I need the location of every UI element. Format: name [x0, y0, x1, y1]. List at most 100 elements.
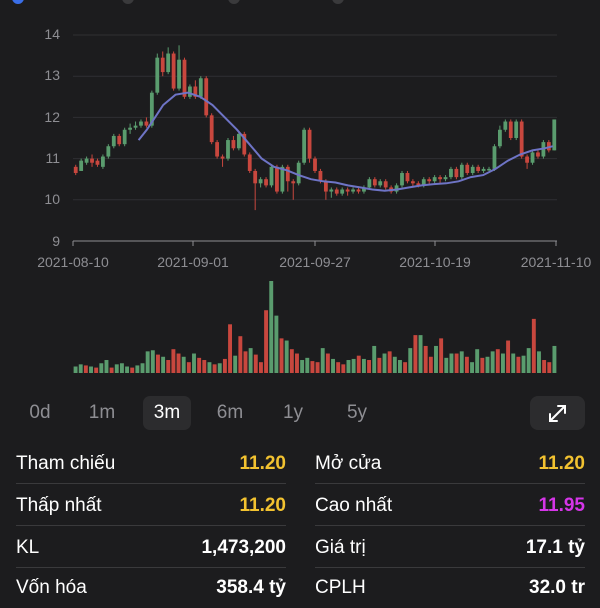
candle-body	[497, 129, 502, 147]
volume-bar	[495, 349, 500, 373]
stat-cao-nhat: Cao nhất 11.95	[315, 486, 585, 526]
volume-bar	[233, 355, 238, 373]
candle-body	[362, 187, 366, 192]
volume-bar	[130, 367, 135, 373]
candle-body	[552, 119, 557, 151]
volume-bar	[305, 357, 310, 373]
candle-body	[84, 158, 89, 163]
volume-bar	[228, 324, 232, 373]
range-1y-button[interactable]: 1y	[282, 402, 304, 423]
volume-bar	[176, 353, 181, 373]
candle-body	[367, 179, 372, 188]
volume-bar	[171, 349, 176, 373]
candle-body	[291, 181, 296, 184]
candle-body	[101, 156, 105, 167]
divider	[16, 567, 286, 568]
volume-bar	[459, 351, 464, 373]
candle-body	[73, 166, 78, 174]
volume-bar	[418, 335, 423, 373]
candle-body	[111, 135, 116, 147]
stat-value: 32.0 tr	[529, 577, 585, 598]
range-5y-button[interactable]: 5y	[346, 402, 368, 423]
volume-bar	[274, 315, 279, 373]
candle-body	[536, 152, 540, 157]
stat-mo-cua: Mở cửa 11.20	[315, 444, 585, 484]
candle-body	[356, 189, 361, 192]
volume-bar	[192, 353, 196, 373]
candle-body	[209, 115, 214, 143]
volume-bar	[387, 351, 392, 373]
stat-value: 1,473,200	[201, 537, 286, 558]
volume-bar	[135, 365, 140, 373]
tab-dot[interactable]	[122, 0, 134, 4]
tab-dot[interactable]	[12, 0, 24, 4]
stat-label: CPLH	[315, 577, 366, 598]
x-tick-label: 2021-09-01	[157, 254, 229, 270]
candle-body	[220, 156, 225, 159]
volume-bar	[83, 365, 88, 373]
candle-body	[378, 181, 383, 186]
tab-dot[interactable]	[228, 0, 240, 4]
candle-body	[160, 57, 165, 73]
candle-body	[470, 166, 475, 174]
volume-bar	[552, 345, 557, 373]
stat-label: Vốn hóa	[16, 577, 87, 598]
range-0d-button[interactable]: 0d	[29, 402, 51, 423]
candle-body	[329, 189, 334, 192]
volume-bar	[207, 362, 212, 373]
range-3m-button[interactable]: 3m	[143, 396, 191, 430]
volume-bar	[506, 340, 511, 373]
volume-bar	[104, 360, 109, 373]
candle-body	[400, 173, 404, 186]
x-tick-label: 2021-10-19	[399, 254, 471, 270]
volume-bar	[531, 318, 536, 373]
stat-value: 11.20	[239, 495, 287, 516]
candle-body	[405, 173, 410, 182]
candle-body	[443, 177, 448, 180]
candle-body	[204, 78, 209, 116]
volume-bar	[109, 367, 114, 373]
volume-bar	[377, 357, 382, 373]
stat-label: Tham chiếu	[16, 453, 116, 474]
expand-chart-button[interactable]	[530, 396, 585, 430]
volume-bar	[295, 353, 299, 373]
volume-bar	[485, 356, 490, 373]
volume-bar	[516, 356, 521, 373]
candle-body	[318, 170, 323, 182]
candle-body	[519, 121, 524, 157]
candle-body	[296, 162, 301, 184]
stat-label: Thấp nhất	[16, 495, 102, 516]
candle-body	[182, 59, 187, 97]
volume-bar	[310, 361, 315, 373]
volume-bar	[289, 349, 294, 373]
volume-bar	[511, 353, 516, 373]
volume-bar	[500, 353, 505, 373]
volume-bars	[73, 281, 557, 373]
candle-body	[454, 168, 459, 178]
tab-dot[interactable]	[332, 0, 344, 4]
volume-bar	[356, 355, 361, 373]
volume-bar	[279, 338, 284, 373]
volume-bar	[94, 367, 99, 373]
candle-body	[334, 189, 339, 194]
x-tick-label: 2021-11-10	[521, 254, 592, 270]
range-6m-button[interactable]: 6m	[216, 402, 244, 423]
candle-body	[372, 179, 377, 186]
candle-body	[79, 160, 84, 171]
volume-bar	[547, 362, 552, 373]
candle-body	[188, 86, 192, 97]
candle-body	[481, 168, 486, 171]
candle-body	[476, 166, 481, 171]
candle-body	[421, 179, 426, 186]
candle-body	[459, 164, 464, 178]
candle-body	[285, 166, 290, 182]
candle-body	[514, 121, 519, 138]
range-1m-button[interactable]: 1m	[88, 402, 116, 423]
stat-gia-tri: Giá trị 17.1 tỷ	[315, 528, 585, 568]
y-tick-label: 14	[44, 26, 60, 42]
candle-body	[432, 177, 437, 182]
volume-bar	[444, 357, 449, 373]
volume-bar	[78, 364, 83, 373]
price-chart[interactable]: 14 13 12 11 10 9 2021-08-10 2021-09-01 2…	[0, 0, 600, 390]
volume-bar	[434, 345, 438, 373]
